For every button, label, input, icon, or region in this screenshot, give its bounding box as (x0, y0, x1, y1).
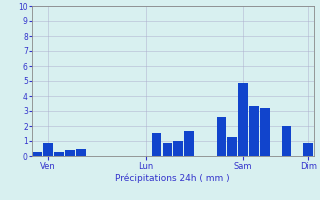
Bar (260, 108, 270, 156)
Bar (33, 152, 42, 156)
Bar (303, 142, 313, 156)
Bar (217, 117, 227, 156)
Bar (184, 130, 194, 156)
Bar (282, 126, 292, 156)
Bar (173, 141, 183, 156)
Bar (76, 149, 86, 156)
Bar (228, 137, 237, 156)
Bar (163, 142, 172, 156)
X-axis label: Précipitations 24h ( mm ): Précipitations 24h ( mm ) (116, 173, 230, 183)
Bar (249, 106, 259, 156)
Bar (54, 152, 64, 156)
Bar (65, 150, 75, 156)
Bar (152, 133, 161, 156)
Bar (44, 142, 53, 156)
Bar (238, 83, 248, 156)
